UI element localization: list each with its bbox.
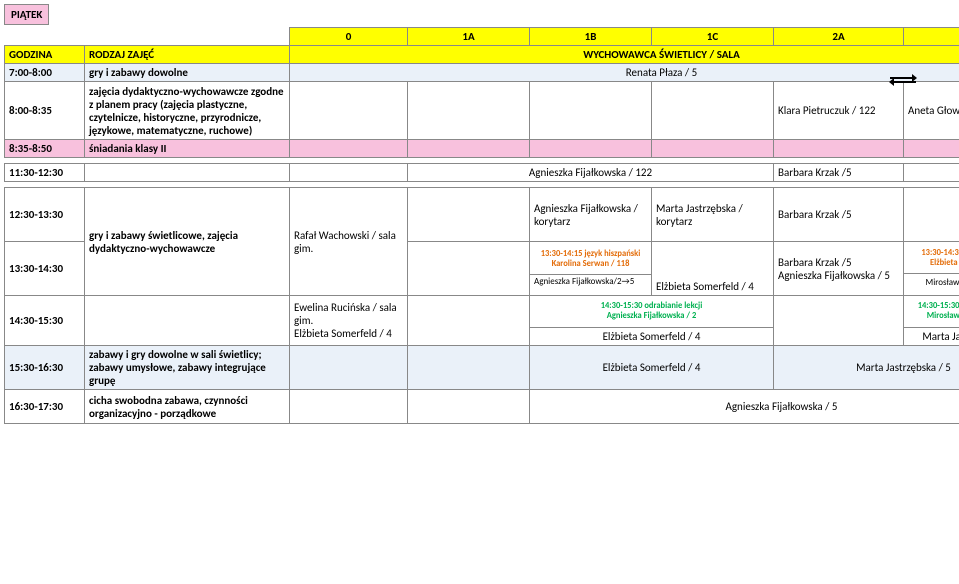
day-title: PIĄTEK — [4, 4, 49, 25]
cell-1330-1c: Elżbieta Somerfeld / 4 — [652, 242, 774, 296]
time-0835: 8:35-8:50 — [5, 140, 85, 158]
cell-1330-2a: Barbara Krzak /5 Agnieszka Fijałkowska /… — [774, 242, 904, 296]
cell-1430-2b: 14:30-15:30 odrabianie lekcji Mirosława … — [904, 296, 959, 328]
name-0700: Renata Płaza / 5 — [290, 64, 959, 82]
act-0700: gry i zabawy dowolne — [85, 64, 290, 82]
swap-icon — [888, 72, 918, 91]
cell-0800-2b: Aneta Głowniak / 118 — [904, 82, 959, 140]
hdr-rodzaj: RODZAJ ZAJĘĆ — [85, 46, 290, 64]
hdr-godzina: GODZINA — [5, 46, 85, 64]
time-1530: 15:30-16:30 — [5, 346, 85, 390]
cell-1330-0: Rafał Wachowski / sala gim. — [290, 188, 408, 296]
cell-1630: Agnieszka Fijałkowska / 5 — [530, 390, 959, 424]
cell-0800-2a: Klara Pietruczuk / 122 — [774, 82, 904, 140]
time-0700: 7:00-8:00 — [5, 64, 85, 82]
act-1530: zabawy i gry dowolne w sali świetlicy; z… — [85, 346, 290, 390]
col-1b: 1B — [530, 28, 652, 46]
act-1230-1330: gry i zabawy świetlicowe, zajęcia dydakt… — [85, 188, 290, 296]
col-2b: 2B — [904, 28, 959, 46]
cell-1330-1b: 13:30-14:15 język hiszpański Karolina Se… — [530, 242, 652, 296]
cell-1130-merge: Agnieszka Fijałkowska / 122 — [408, 164, 774, 182]
col-1c: 1C — [652, 28, 774, 46]
act-1630: cicha swobodna zabawa, czynności organiz… — [85, 390, 290, 424]
cell-1430-bot-l: Elżbieta Somerfeld / 4 — [530, 328, 774, 346]
cell-1430-bot-r: Marta Jastrzębska /5 — [904, 328, 959, 346]
act-0800: zajęcia dydaktyczno-wychowawcze zgodne z… — [85, 82, 290, 140]
time-1230: 12:30-13:30 — [5, 188, 85, 242]
cell-1530-l: Elżbieta Somerfeld / 4 — [530, 346, 774, 390]
cell-1230-1c: Marta Jastrzębska / korytarz — [652, 188, 774, 242]
cell-1430-0: Ewelina Rucińska / sala gim. Elżbieta So… — [290, 296, 408, 346]
time-1330: 13:30-14:30 — [5, 242, 85, 296]
time-1630: 16:30-17:30 — [5, 390, 85, 424]
time-0800: 8:00-8:35 — [5, 82, 85, 140]
time-1430: 14:30-15:30 — [5, 296, 85, 346]
cell-1130-2a: Barbara Krzak /5 — [774, 164, 904, 182]
col-0: 0 — [290, 28, 408, 46]
cell-1330-2b: 13:30-14:30 zaj. plastyczne Elżbieta Pta… — [904, 242, 959, 296]
cell-1530-r: Marta Jastrzębska / 5 — [774, 346, 959, 390]
col-1a: 1A — [408, 28, 530, 46]
time-1130: 11:30-12:30 — [5, 164, 85, 182]
cell-1230-2a: Barbara Krzak /5 — [774, 188, 904, 242]
schedule-table: 0 1A 1B 1C 2A 2B GODZINA RODZAJ ZAJĘĆ WY… — [4, 27, 959, 424]
col-2a: 2A — [774, 28, 904, 46]
cell-1230-1b: Agnieszka Fijałkowska / korytarz — [530, 188, 652, 242]
hdr-wychowawca: WYCHOWAWCA ŚWIETLICY / SALA — [290, 46, 959, 64]
act-0835: śniadania klasy II — [85, 140, 290, 158]
cell-1430-1bc: 14:30-15:30 odrabianie lekcji Agnieszka … — [530, 296, 774, 328]
